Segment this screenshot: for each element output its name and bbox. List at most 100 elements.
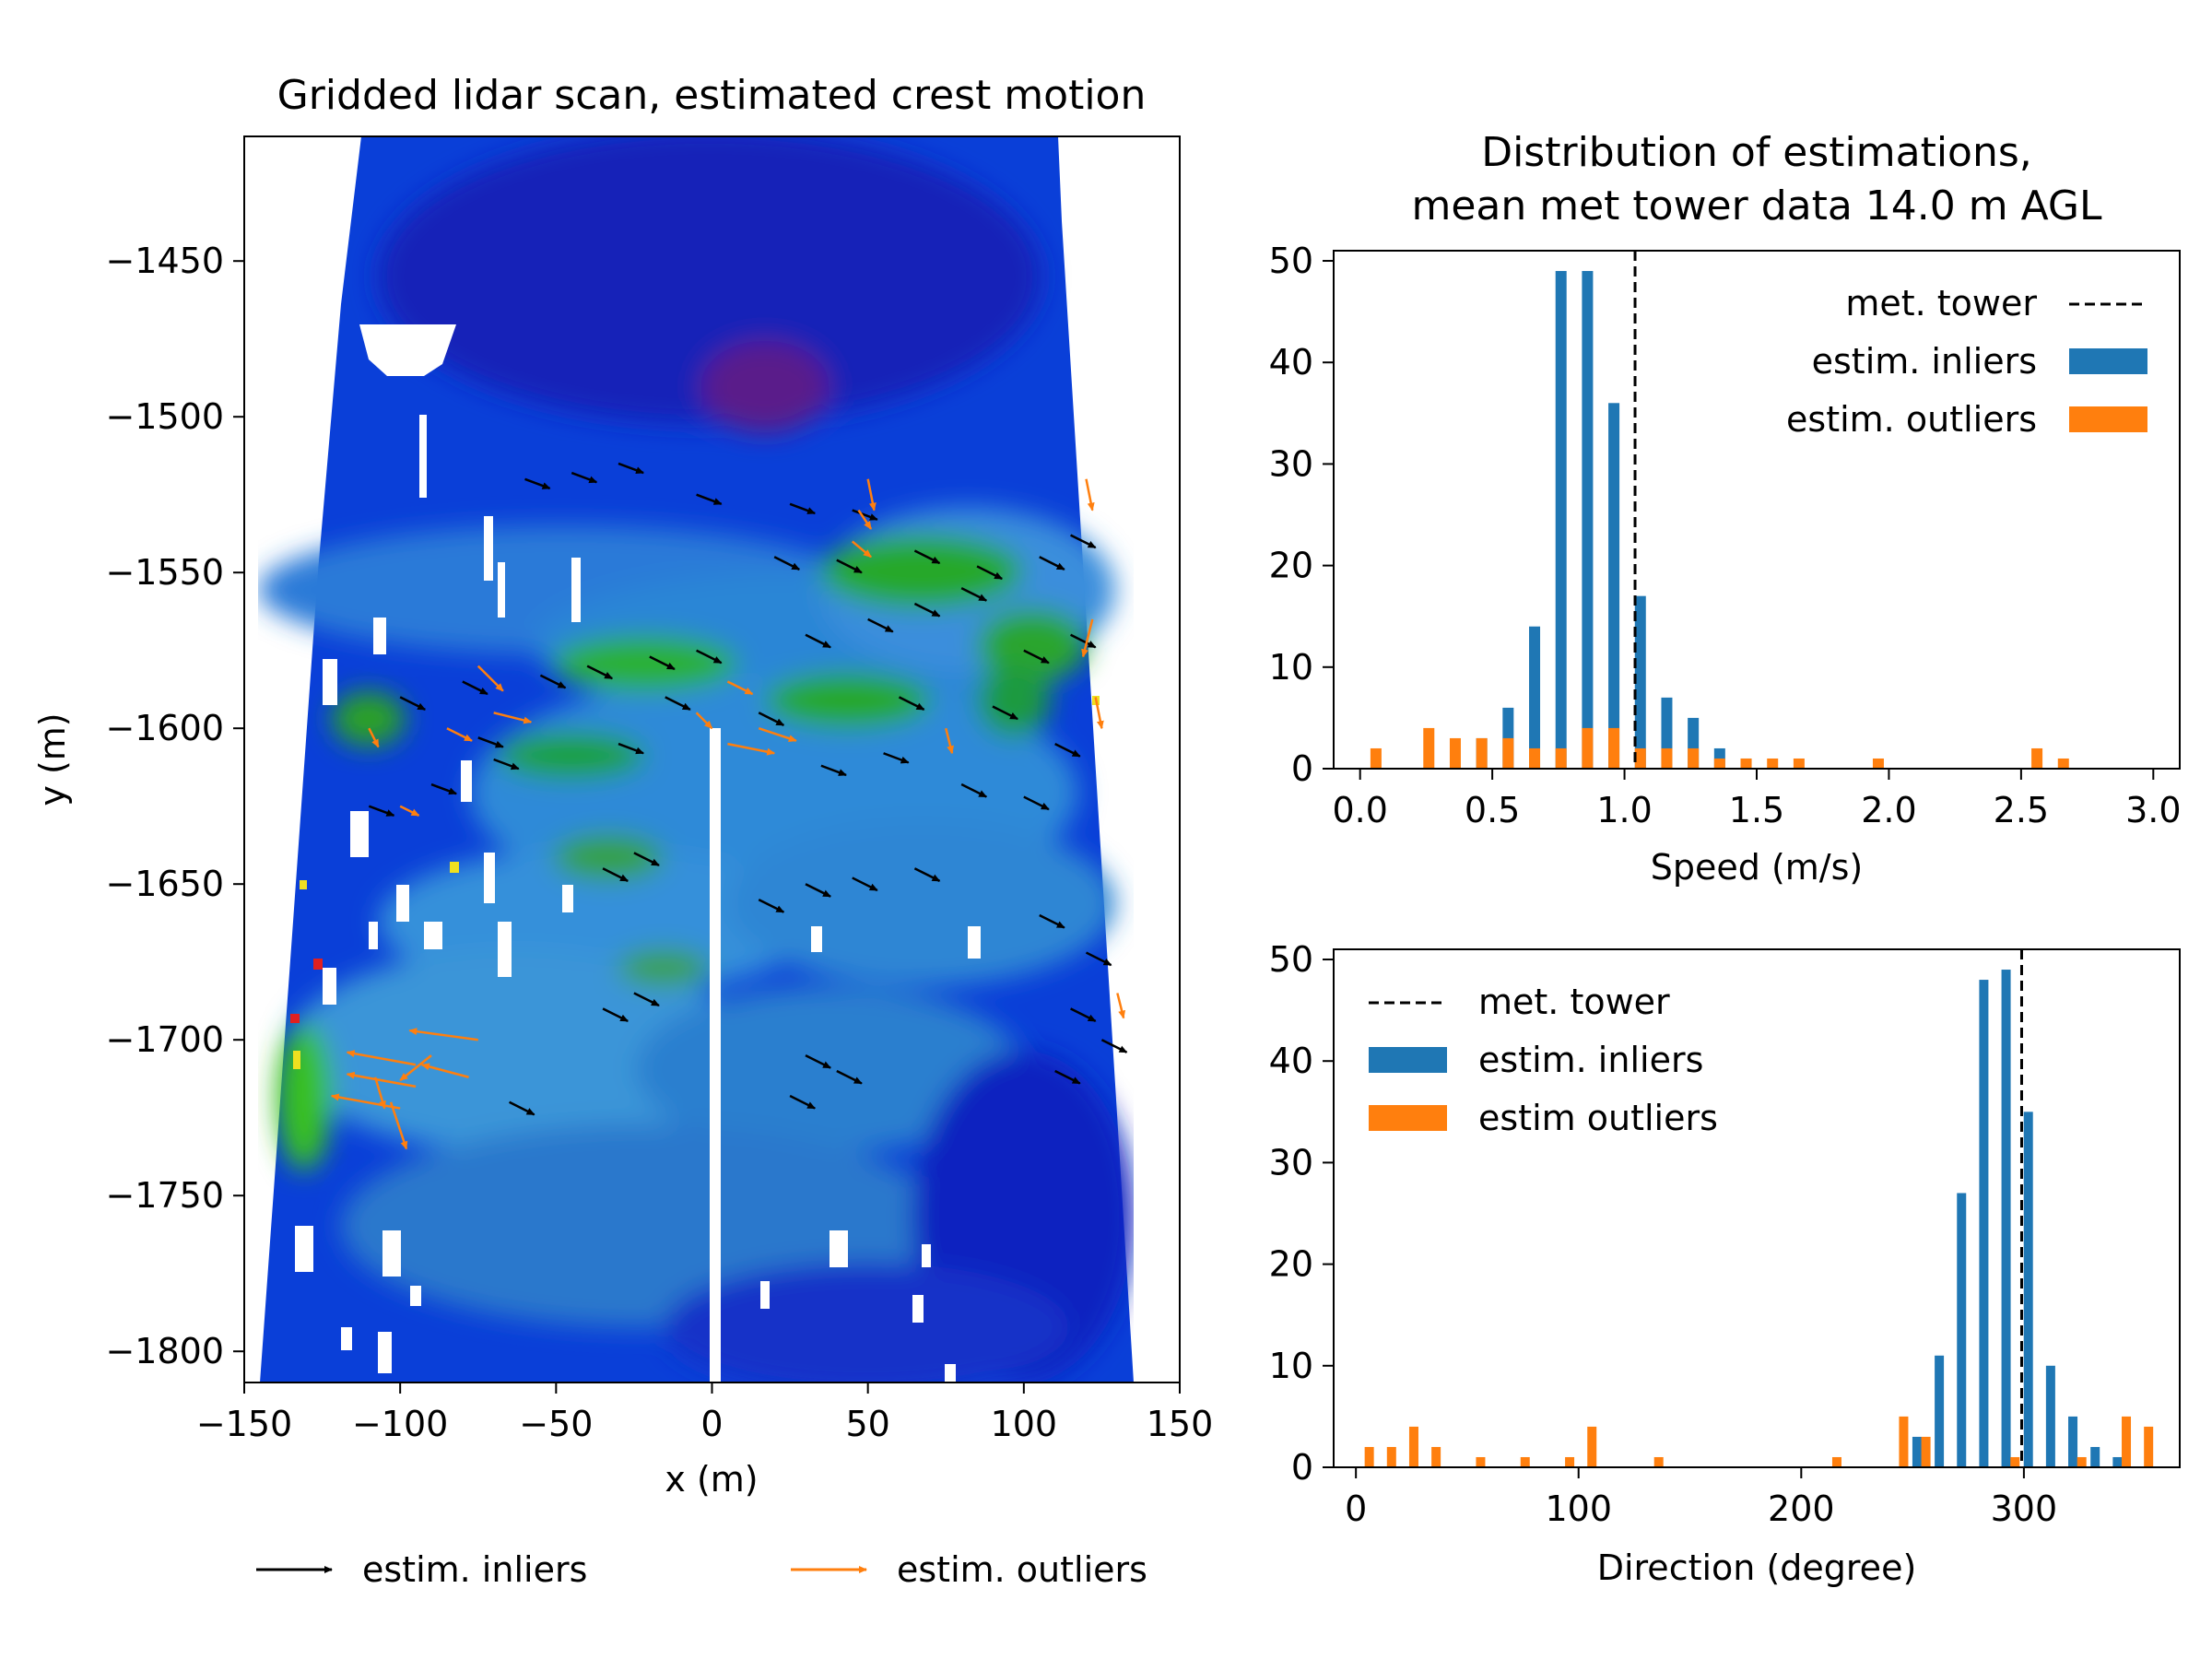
inlier-vector <box>913 602 941 618</box>
inlier-vector <box>649 655 676 671</box>
speed-y-tick-label: 0 <box>1291 748 1313 789</box>
inlier-vector <box>1054 742 1081 758</box>
map-y-label: y (m) <box>32 712 73 806</box>
inlier-vector <box>805 1053 831 1069</box>
direction-y-tick-label: 50 <box>1269 939 1313 980</box>
outlier-vector <box>866 478 877 512</box>
legend-inliers-label: estim. inliers <box>362 1549 587 1590</box>
direction-inlier-bar <box>2090 1446 2100 1467</box>
speed-outlier-bar <box>2031 747 2043 769</box>
direction-x-axis: 0 100 200 300 <box>1345 1467 2057 1529</box>
inlier-vector <box>571 471 598 484</box>
outlier-vector <box>368 727 380 748</box>
direction-inlier-bar <box>1935 1355 1945 1467</box>
direction-outlier-bar <box>1408 1426 1418 1467</box>
direction-axes-frame <box>1333 948 2181 1468</box>
inlier-vector <box>1070 1007 1097 1023</box>
inlier-vector <box>852 509 878 521</box>
direction-inlier-bar <box>2023 1112 2033 1467</box>
outlier-vector <box>330 1093 401 1110</box>
direction-x-tick-label: 100 <box>1545 1488 1612 1529</box>
speed-outlier-bar <box>1634 747 1646 769</box>
speed-x-tick-label: 2.5 <box>1994 790 2049 830</box>
inlier-vector <box>898 696 925 712</box>
speed-inlier-bar <box>1608 403 1620 769</box>
map-x-tick-label: −50 <box>519 1404 593 1444</box>
inlier-vector <box>1039 556 1065 571</box>
inlier-vector <box>399 696 427 712</box>
direction-outlier-bar <box>1565 1456 1575 1467</box>
speed-outlier-bar <box>1661 747 1673 769</box>
outlier-vector <box>1085 478 1095 512</box>
direction-y-tick-label: 40 <box>1269 1041 1313 1081</box>
map-y-tick-label: −1650 <box>105 864 224 904</box>
inlier-vector <box>758 898 785 913</box>
speed-outlier-bar <box>1370 747 1382 769</box>
direction-outlier-bar <box>1831 1456 1841 1467</box>
inlier-vector <box>618 742 645 755</box>
speed-outlier-bar <box>1423 727 1435 769</box>
direction-legend-inliers-label: estim. inliers <box>1478 1040 1703 1080</box>
speed-outlier-bar <box>1740 758 1752 769</box>
speed-outlier-bar <box>1529 747 1541 769</box>
direction-inlier-bar <box>2112 1456 2123 1467</box>
inlier-vector <box>820 764 847 777</box>
speed-histogram-panel: Distribution of estimations, mean met to… <box>1269 129 2182 888</box>
outlier-vector <box>446 727 473 742</box>
direction-inlier-bar <box>1979 980 1989 1467</box>
outlier-vector <box>758 727 797 742</box>
inlier-vector <box>539 674 567 689</box>
direction-inlier-bar <box>2068 1416 2078 1467</box>
speed-y-tick-label: 30 <box>1269 443 1313 484</box>
speed-axes-frame <box>1333 250 2181 770</box>
outlier-vector <box>399 1054 432 1082</box>
inlier-vector <box>696 649 723 665</box>
map-x-label: x (m) <box>665 1459 758 1500</box>
speed-outlier-bar <box>1793 758 1805 769</box>
inlier-vector <box>836 559 863 574</box>
outlier-vector <box>851 540 872 559</box>
speed-outlier-bar <box>1608 727 1620 769</box>
speed-outlier-bar <box>1502 737 1514 769</box>
direction-x-tick-label: 300 <box>1991 1488 2058 1529</box>
inlier-vector <box>867 618 894 633</box>
speed-y-axis: 0 10 20 30 40 50 <box>1269 241 1334 789</box>
speed-outlier-bar <box>1476 737 1488 769</box>
inlier-vector <box>1100 1039 1128 1053</box>
speed-outlier-bar <box>1713 758 1725 769</box>
map-y-tick-label: −1750 <box>105 1175 224 1216</box>
speed-legend: met. tower estim. inliers estim. outlier… <box>1786 283 2147 440</box>
legend-outliers-label: estim. outliers <box>897 1549 1147 1590</box>
speed-outlier-bar <box>1767 758 1779 769</box>
direction-outlier-bar <box>2144 1426 2154 1467</box>
inlier-vector <box>493 758 520 771</box>
direction-inlier-bar <box>1912 1436 1922 1467</box>
direction-y-tick-label: 30 <box>1269 1142 1313 1182</box>
inlier-vector <box>883 752 910 764</box>
direction-outlier-bar <box>2077 1456 2087 1467</box>
inlier-vector <box>960 586 988 602</box>
speed-title-line2: mean met tower data 14.0 m AGL <box>1411 182 2102 229</box>
inlier-vector <box>992 705 1018 721</box>
direction-outlier-bar <box>2010 1456 2020 1467</box>
map-panel: Gridded lidar scan, estimated crest moti… <box>32 72 1213 1590</box>
direction-outlier-bar <box>1921 1436 1931 1467</box>
inlier-vector <box>913 549 941 565</box>
direction-histogram-panel: 0 100 200 300 0 10 20 30 40 50 Direction (degree… <box>1269 939 2181 1588</box>
inlier-vector <box>633 852 660 867</box>
direction-outlier-bar <box>1899 1416 1909 1467</box>
map-x-tick-label: 0 <box>700 1404 723 1444</box>
inlier-vector <box>773 556 801 571</box>
inlier-vector <box>602 867 629 882</box>
inlier-vector <box>368 805 395 818</box>
outlier-vector <box>945 727 954 755</box>
inlier-vector <box>696 493 723 506</box>
outlier-vector <box>727 742 776 756</box>
inlier-vector <box>976 565 1004 581</box>
map-y-axis: −1800 −1750 −1700 −1650 −1600 −1550 −1500 −1450 <box>105 241 244 1371</box>
map-title: Gridded lidar scan, estimated crest moti… <box>277 72 1147 119</box>
inlier-vector <box>477 736 504 748</box>
direction-outlier-bar <box>1386 1446 1396 1467</box>
inlier-vector <box>633 992 660 1007</box>
direction-legend-outliers-swatch <box>1369 1105 1447 1131</box>
